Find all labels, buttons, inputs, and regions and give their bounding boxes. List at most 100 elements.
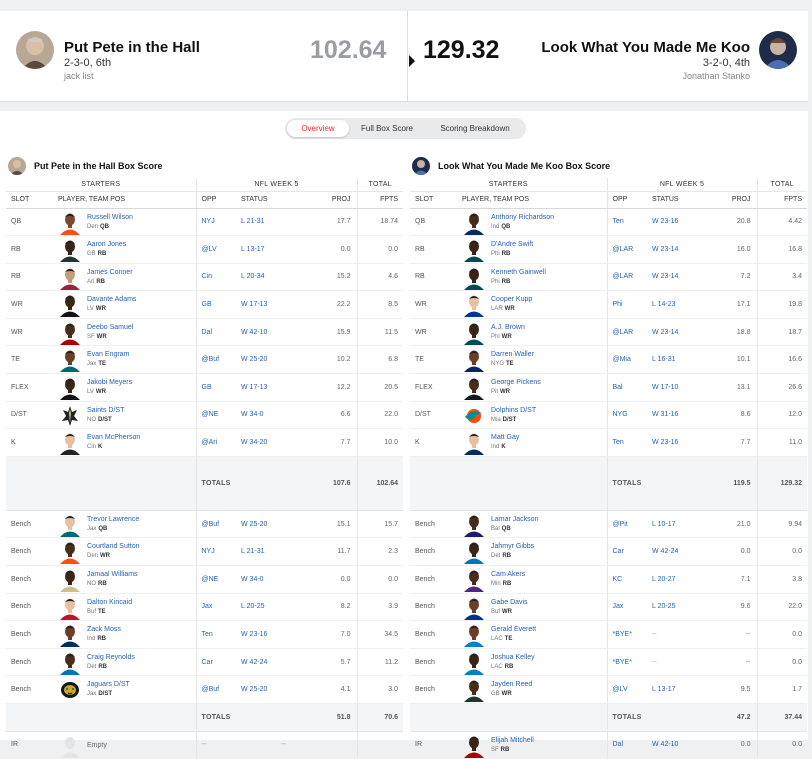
game-status-link[interactable]: W 23-16 (236, 620, 292, 649)
opponent-link[interactable]: NYG (606, 401, 647, 430)
game-status-link[interactable]: W 25-20 (236, 345, 292, 375)
game-status-link[interactable]: W 34-0 (236, 401, 292, 430)
player-row[interactable]: RB Kenneth Gainwell Phi RB @LAR W 23-14 7.2 3.4 (410, 263, 807, 292)
player-name-link[interactable]: Evan McPherson (87, 434, 141, 442)
opponent-link[interactable]: NYJ (195, 537, 236, 567)
player-name-link[interactable]: Jahmyr Gibbs (491, 543, 535, 551)
player-name-link[interactable]: Jaguars D/ST (87, 681, 130, 689)
opponent-link[interactable]: NYJ (195, 208, 236, 237)
player-row[interactable]: Bench Jamaal Williams NO RB @NE W 34-0 0.0 0.0 (6, 565, 403, 594)
game-status-link[interactable]: L 20-34 (236, 263, 292, 292)
player-row[interactable]: Bench Gabe Davis Buf WR Jax L 20-25 9.6 22.0 (410, 593, 807, 622)
game-status-link[interactable]: W 25-20 (236, 675, 292, 704)
game-status-link[interactable]: W 23-14 (647, 235, 703, 264)
opponent-link[interactable]: Bal (606, 373, 647, 402)
player-row[interactable]: RB James Conner Ari RB Cin L 20-34 15.2 4.6 (6, 263, 403, 292)
player-row[interactable]: FLEX George Pickens Pit WR Bal W 17-10 13.1 26.… (410, 373, 807, 402)
player-name-link[interactable]: Dolphins D/ST (491, 406, 537, 414)
opponent-link[interactable]: @Ari (195, 428, 236, 457)
game-status-link[interactable]: L 20-25 (236, 593, 292, 622)
player-row[interactable]: WR A.J. Brown Phi WR @LAR W 23-14 18.8 18.7 (410, 318, 807, 347)
game-status-link[interactable]: W 17-13 (236, 290, 292, 319)
game-status-link[interactable]: L 20-25 (647, 593, 703, 622)
opponent-link[interactable]: @NE (195, 565, 236, 594)
player-name-link[interactable]: Anthony Richardson (491, 213, 555, 221)
player-row[interactable]: QB Anthony Richardson Ind QB Ten W 23-16 20.8 4… (410, 208, 807, 237)
player-row[interactable]: IR Elijah Mitchell SF RB Dal W 42-10 0.0 0.0 (410, 731, 807, 759)
opponent-link[interactable]: @NE (195, 401, 236, 430)
opponent-link[interactable]: Car (606, 537, 647, 567)
player-name-link[interactable]: Jayden Reed (491, 681, 533, 689)
team-right-panel[interactable]: 129.32 Look What You Made Me Koo 3-2-0, … (409, 11, 808, 101)
opponent-link[interactable]: *BYE* (606, 648, 647, 677)
player-name-link[interactable]: Jamaal Williams (87, 571, 138, 579)
team-left-panel[interactable]: Put Pete in the Hall 2-3-0, 6th jack lis… (0, 11, 408, 101)
opponent-link[interactable]: @Buf (195, 510, 236, 539)
player-name-link[interactable]: Craig Reynolds (87, 653, 135, 661)
game-status-link[interactable]: L 20-27 (647, 565, 703, 594)
player-name-link[interactable]: Joshua Kelley (491, 653, 535, 661)
opponent-link[interactable]: Dal (195, 318, 236, 347)
player-row[interactable]: Bench Zack Moss Ind RB Ten W 23-16 7.0 34.5 (6, 620, 403, 649)
game-status-link[interactable]: W 42-10 (647, 731, 703, 759)
player-row[interactable]: Bench Trevor Lawrence Jax QB @Buf W 25-20 15.1… (6, 510, 403, 539)
player-row[interactable]: Bench Jaguars D/ST Jax D/ST @Buf W 25-20 4.1 3.… (6, 675, 403, 704)
opponent-link[interactable]: @LV (195, 235, 236, 264)
player-row[interactable]: WR Davante Adams LV WR GB W 17-13 22.2 8.5 (6, 290, 403, 319)
player-name-link[interactable]: Russell Wilson (87, 213, 133, 221)
player-name-link[interactable]: Deebo Samuel (87, 323, 134, 331)
tab-overview[interactable]: Overview (287, 120, 349, 137)
game-status-link[interactable]: W 23-16 (647, 208, 703, 237)
player-name-link[interactable]: Cam Akers (491, 571, 526, 579)
player-name-link[interactable]: Aaron Jones (87, 241, 127, 249)
opponent-link[interactable]: @Mia (606, 345, 647, 375)
player-name-link[interactable]: Jakobi Meyers (87, 379, 133, 387)
player-name-link[interactable]: Evan Engram (87, 351, 130, 359)
player-row[interactable]: FLEX Jakobi Meyers LV WR GB W 17-13 12.2 20.5 (6, 373, 403, 402)
player-row[interactable]: QB Russell Wilson Den QB NYJ L 21-31 17.7 18.74 (6, 208, 403, 237)
opponent-link[interactable]: Cin (195, 263, 236, 292)
opponent-link[interactable]: @Buf (195, 675, 236, 704)
player-row[interactable]: Bench Jayden Reed GB WR @LV L 13-17 9.5 1.7 (410, 675, 807, 704)
game-status-link[interactable]: W 34-20 (236, 428, 292, 457)
player-row[interactable]: Bench Gerald Everett LAC TE *BYE* -- -- 0.0 (410, 620, 807, 649)
player-row[interactable]: K Evan McPherson Cin K @Ari W 34-20 7.7 10.0 (6, 428, 403, 457)
player-name-link[interactable]: Elijah Mitchell (491, 736, 534, 744)
player-name-link[interactable]: Trevor Lawrence (87, 515, 140, 523)
player-name-link[interactable]: Dalton Kincaid (87, 598, 133, 606)
opponent-link[interactable]: *BYE* (606, 620, 647, 649)
player-name-link[interactable]: D'Andre Swift (491, 241, 534, 249)
game-status-link[interactable]: W 23-14 (647, 318, 703, 347)
game-status-link[interactable]: W 23-16 (647, 428, 703, 457)
player-row[interactable]: Bench Courtland Sutton Den WR NYJ L 21-31 11.7… (6, 537, 403, 567)
player-name-link[interactable]: George Pickens (491, 379, 541, 387)
player-name-link[interactable]: Davante Adams (87, 296, 137, 304)
opponent-link[interactable]: Ten (606, 428, 647, 457)
game-status-link[interactable]: W 42-24 (647, 537, 703, 567)
player-name-link[interactable]: Cooper Kupp (491, 296, 533, 304)
game-status-link[interactable]: L 10-17 (647, 510, 703, 539)
game-status-link[interactable]: L 21-31 (236, 208, 292, 237)
opponent-link[interactable]: GB (195, 373, 236, 402)
player-row[interactable]: D/ST Dolphins D/ST Mia D/ST NYG W 31-16 8.6 12.… (410, 401, 807, 430)
player-name-link[interactable]: Zack Moss (87, 626, 121, 634)
game-status-link[interactable]: L 21-31 (236, 537, 292, 567)
player-row[interactable]: TE Evan Engram Jax TE @Buf W 25-20 10.2 6.8 (6, 345, 403, 375)
tab-full-box-score[interactable]: Full Box Score (360, 124, 414, 133)
player-row[interactable]: WR Cooper Kupp LAR WR Phi L 14-23 17.1 19.8 (410, 290, 807, 319)
game-status-link[interactable]: L 16-31 (647, 345, 703, 375)
opponent-link[interactable]: Dal (606, 731, 647, 759)
opponent-link[interactable]: KC (606, 565, 647, 594)
game-status-link[interactable]: W 42-24 (236, 648, 292, 677)
opponent-link[interactable]: Phi (606, 290, 647, 319)
team-right-name[interactable]: Look What You Made Me Koo (541, 39, 750, 56)
player-name-link[interactable]: Gerald Everett (491, 626, 537, 634)
opponent-link[interactable]: @LAR (606, 263, 647, 292)
player-name-link[interactable]: Courtland Sutton (87, 543, 140, 551)
game-status-link[interactable]: W 31-16 (647, 401, 703, 430)
player-name-link[interactable]: Gabe Davis (491, 598, 528, 606)
player-name-link[interactable]: James Conner (87, 268, 133, 276)
opponent-link[interactable]: @LAR (606, 235, 647, 264)
player-row[interactable]: Bench Joshua Kelley LAC RB *BYE* -- -- 0.0 (410, 648, 807, 677)
player-name-link[interactable]: A.J. Brown (491, 323, 525, 331)
